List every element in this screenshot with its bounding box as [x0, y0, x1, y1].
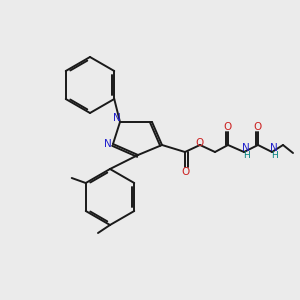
Text: H: H	[271, 151, 278, 160]
Text: O: O	[196, 138, 204, 148]
Text: N: N	[242, 143, 250, 153]
Text: H: H	[243, 151, 249, 160]
Text: N: N	[113, 113, 121, 123]
Text: N: N	[104, 139, 112, 149]
Text: N: N	[270, 143, 278, 153]
Text: O: O	[224, 122, 232, 132]
Text: O: O	[181, 167, 189, 177]
Text: O: O	[254, 122, 262, 132]
